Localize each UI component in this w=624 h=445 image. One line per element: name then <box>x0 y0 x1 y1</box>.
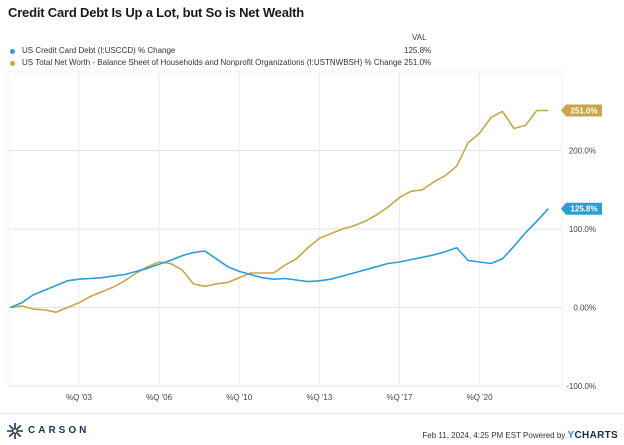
x-tick-label: %Q '03 <box>66 393 93 402</box>
end-value-tag <box>561 202 602 215</box>
carson-logo-icon <box>7 423 23 439</box>
footer-date: Feb 11, 2024, 4:25 PM EST Powered by <box>422 431 566 440</box>
legend-dot-icon <box>10 49 15 54</box>
legend-item-label: US Total Net Worth - Balance Sheet of Ho… <box>22 58 402 67</box>
end-value-label: 125.8% <box>570 205 597 214</box>
x-tick-label: %Q '10 <box>226 393 253 402</box>
y-tick-label: -100.0% <box>566 382 596 391</box>
x-tick-label: %Q '20 <box>467 393 494 402</box>
ycharts-logo-text: CHARTS <box>574 430 618 441</box>
end-value-label: 251.0% <box>570 106 597 115</box>
legend-item-label: US Credit Card Debt (I:USCCD) % Change <box>22 46 176 55</box>
x-tick-label: %Q '13 <box>306 393 333 402</box>
x-tick-label: %Q '17 <box>386 393 413 402</box>
legend-header: VAL <box>412 33 427 42</box>
ycharts-logo[interactable]: YCHARTS <box>568 430 618 441</box>
y-tick-label: 100.0% <box>569 225 596 234</box>
chart-title: Credit Card Debt Is Up a Lot, but So is … <box>8 5 305 20</box>
x-tick-label: %Q '06 <box>146 393 173 402</box>
legend-item-value: 251.0% <box>404 58 432 67</box>
end-value-tag <box>561 104 602 117</box>
line-chart: -100.0% 0.00% 100.0% 200.0% %Q '03 %Q '06 %Q '… <box>7 71 602 402</box>
carson-logo-text: CARSON <box>28 425 90 436</box>
ycharts-logo-y: Y <box>567 430 575 441</box>
legend-dot-icon <box>10 61 15 66</box>
footer-divider <box>0 413 624 414</box>
series-line-net-worth <box>10 109 549 313</box>
legend-item-value: 125.8% <box>404 46 432 55</box>
series-line-credit-card-debt <box>9 208 549 309</box>
y-tick-label: 0.00% <box>573 304 596 313</box>
y-tick-label: 200.0% <box>569 147 596 156</box>
footer-attribution: Feb 11, 2024, 4:25 PM EST Powered by YCH… <box>422 430 618 441</box>
